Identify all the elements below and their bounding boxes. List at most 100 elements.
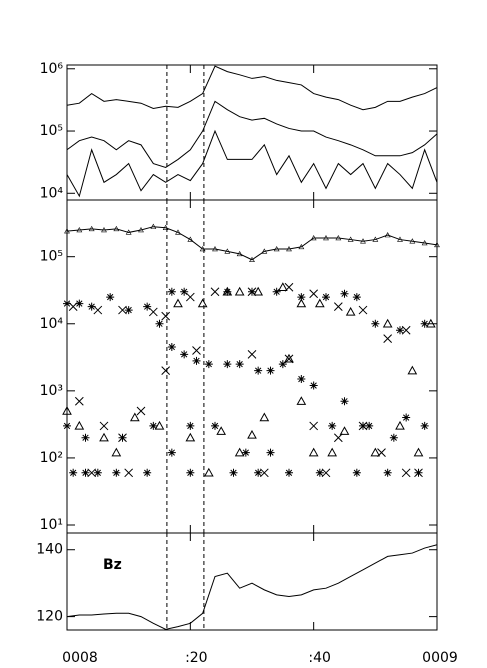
point xyxy=(414,468,423,478)
point xyxy=(186,421,195,430)
point xyxy=(296,396,307,405)
point xyxy=(167,448,176,457)
x-tick-label: 0009 xyxy=(422,650,458,666)
point xyxy=(111,447,122,457)
point xyxy=(93,468,102,477)
point xyxy=(88,225,95,232)
point xyxy=(254,468,263,477)
point xyxy=(101,226,107,233)
x-tick-label: 0008 xyxy=(62,650,98,666)
point xyxy=(136,406,146,416)
series-line xyxy=(66,544,438,630)
point xyxy=(372,236,379,242)
point xyxy=(224,248,231,254)
point xyxy=(253,286,264,296)
point xyxy=(358,305,368,315)
point xyxy=(68,302,78,311)
point xyxy=(75,299,84,308)
x-tick-label: :40 xyxy=(308,650,331,666)
y-tick-label: 10⁴ xyxy=(40,185,64,201)
point xyxy=(266,366,275,375)
point xyxy=(401,325,411,335)
point xyxy=(187,236,194,242)
point xyxy=(370,447,381,457)
point xyxy=(161,366,171,376)
point xyxy=(395,420,405,430)
point xyxy=(309,289,319,299)
point xyxy=(167,343,176,352)
point xyxy=(63,421,71,430)
point xyxy=(296,298,307,308)
point xyxy=(106,293,115,302)
point xyxy=(212,246,218,252)
point xyxy=(261,248,268,254)
point xyxy=(254,366,263,375)
y-tick-label: 10⁵ xyxy=(40,249,63,265)
point xyxy=(247,287,257,297)
point xyxy=(124,468,134,478)
point xyxy=(173,298,183,308)
point xyxy=(396,326,404,335)
point xyxy=(76,226,83,233)
point xyxy=(210,287,220,297)
point xyxy=(309,421,319,431)
point xyxy=(154,420,165,430)
point xyxy=(310,234,317,241)
y-tick-label: 10⁴ xyxy=(40,316,64,332)
point xyxy=(266,448,275,457)
series-line xyxy=(66,226,438,261)
point xyxy=(322,293,330,302)
point xyxy=(309,381,318,390)
point xyxy=(347,236,354,242)
point xyxy=(413,447,424,457)
point xyxy=(62,406,72,415)
point xyxy=(434,241,440,248)
point xyxy=(420,319,429,328)
panel-frame xyxy=(66,532,438,631)
point xyxy=(113,225,120,232)
point xyxy=(64,228,70,234)
point xyxy=(204,360,213,369)
point xyxy=(185,432,196,442)
point xyxy=(74,420,85,430)
panel-frame xyxy=(66,199,438,534)
point xyxy=(273,246,280,252)
point xyxy=(149,421,158,430)
point xyxy=(197,298,208,308)
point xyxy=(148,307,158,317)
point xyxy=(235,360,244,369)
point xyxy=(328,421,337,430)
point xyxy=(409,238,416,244)
x-tick-label: :20 xyxy=(185,650,208,666)
point xyxy=(259,468,269,478)
series-line xyxy=(66,129,438,198)
point xyxy=(278,360,287,369)
point xyxy=(383,468,392,477)
point xyxy=(203,467,214,477)
series-line xyxy=(66,65,438,111)
point xyxy=(99,421,109,431)
point xyxy=(192,356,201,365)
point xyxy=(401,468,411,478)
point xyxy=(365,421,374,430)
point xyxy=(99,432,109,442)
y-tick-label: 10¹ xyxy=(40,517,63,533)
point xyxy=(74,396,84,406)
point xyxy=(87,302,96,311)
point xyxy=(234,447,245,457)
point xyxy=(175,229,181,235)
point xyxy=(155,319,164,328)
point xyxy=(216,426,227,435)
point xyxy=(420,421,429,430)
point xyxy=(138,226,144,233)
point xyxy=(345,306,356,316)
point xyxy=(186,468,195,477)
point xyxy=(382,318,393,328)
point xyxy=(315,468,324,477)
point xyxy=(234,286,245,296)
point xyxy=(389,433,398,442)
point xyxy=(358,421,368,431)
point xyxy=(308,447,319,457)
point xyxy=(118,433,127,443)
